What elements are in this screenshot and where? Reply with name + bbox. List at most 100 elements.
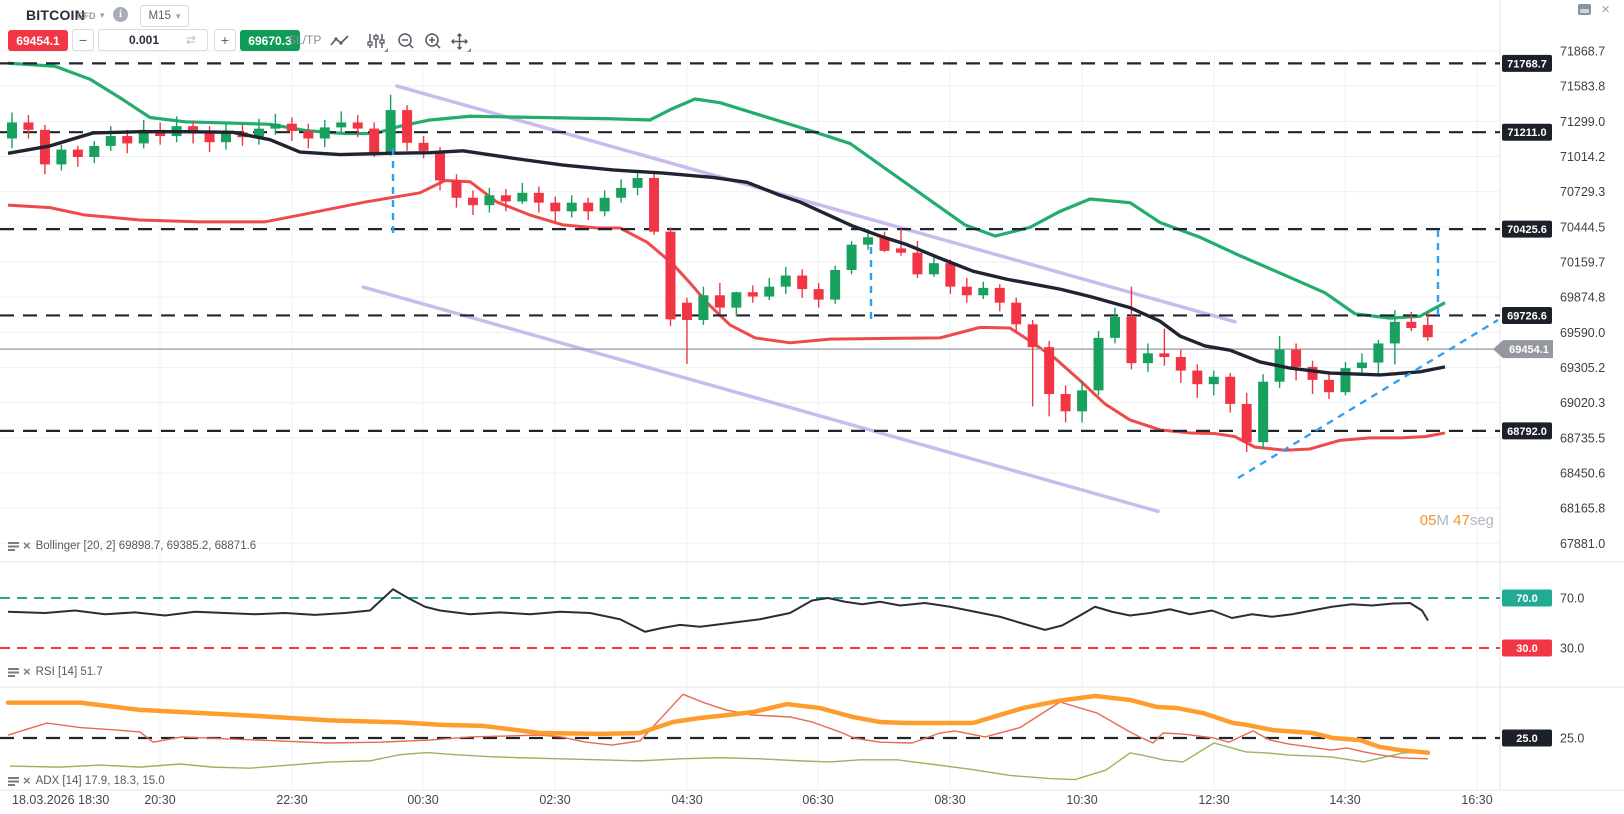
volume-input[interactable]	[98, 29, 208, 51]
svg-text:67881.0: 67881.0	[1560, 537, 1605, 551]
zoom-out-icon[interactable]	[394, 29, 418, 53]
adx-label: ADX [14] 17.9, 18.3, 15.0	[35, 775, 165, 787]
svg-text:10:30: 10:30	[1066, 793, 1097, 807]
remove-indicator-icon[interactable]: ×	[23, 664, 31, 679]
symbol-dropdown-caret[interactable]: ▾	[100, 10, 105, 20]
volume-decrease-button[interactable]: −	[72, 29, 94, 51]
refresh-icon[interactable]: ⇄	[186, 33, 197, 47]
panel-separators	[0, 0, 1624, 791]
svg-text:70425.6: 70425.6	[1507, 224, 1547, 236]
minimize-window-icon[interactable]	[1578, 4, 1592, 15]
svg-text:68450.6: 68450.6	[1560, 466, 1605, 480]
svg-text:06:30: 06:30	[802, 793, 833, 807]
svg-text:71583.8: 71583.8	[1560, 80, 1605, 94]
adx-panel	[0, 693, 1500, 781]
close-window-icon[interactable]: ×	[1601, 1, 1610, 18]
pan-dropdown-caret	[467, 48, 471, 52]
bollinger-lower-band	[7, 178, 1446, 452]
svg-text:04:30: 04:30	[671, 793, 702, 807]
timer-minutes: 05	[1419, 512, 1437, 529]
trendline-icon[interactable]	[328, 29, 352, 53]
timer-seconds: 47	[1453, 512, 1470, 529]
svg-text:69874.8: 69874.8	[1560, 291, 1605, 305]
rsi-overbought-badge: 70.0	[1502, 589, 1552, 607]
svg-text:20:30: 20:30	[144, 793, 175, 807]
sltp-link[interactable]: SL/TP	[288, 33, 322, 47]
rsi-legend: × RSI [14] 51.7	[8, 664, 103, 679]
blue-annotations	[391, 148, 1499, 480]
bollinger-middle-band	[7, 130, 1446, 377]
indicators-icon[interactable]	[364, 29, 388, 53]
chevron-down-icon: ▾	[175, 10, 181, 21]
adx-minus-di-line	[7, 693, 1429, 760]
indicators-dropdown-caret	[384, 48, 388, 52]
svg-text:70444.5: 70444.5	[1560, 220, 1605, 234]
svg-text:71299.0: 71299.0	[1560, 115, 1605, 129]
indicator-settings-icon[interactable]	[8, 667, 19, 677]
symbol-name[interactable]: BITCOIN	[26, 7, 85, 23]
svg-text:14:30: 14:30	[1329, 793, 1360, 807]
svg-text:70729.3: 70729.3	[1560, 185, 1605, 199]
price-level-badge: 69726.6	[1502, 306, 1552, 324]
indicator-settings-icon[interactable]	[8, 776, 19, 786]
rsi-label: RSI [14] 51.7	[35, 666, 103, 678]
svg-text:71014.2: 71014.2	[1560, 150, 1605, 164]
timer-m-unit: M	[1436, 512, 1454, 529]
time-axis[interactable]: 18.03.2026 18:30 20:30 22:30 00:30 02:30 04:3…	[12, 793, 1493, 807]
bollinger-bands	[7, 61, 1446, 452]
bollinger-middle	[7, 130, 1446, 377]
timeframe-select[interactable]: M15 ▾	[140, 5, 189, 27]
price-level-badge: 68792.0	[1502, 422, 1552, 440]
timeframe-value: M15	[148, 10, 171, 22]
bollinger-upper-band	[7, 61, 1446, 320]
pan-icon[interactable]	[447, 29, 471, 53]
svg-text:71768.7: 71768.7	[1507, 58, 1547, 70]
svg-text:08:30: 08:30	[934, 793, 965, 807]
svg-text:00:30: 00:30	[407, 793, 438, 807]
svg-text:18.03.2026 18:30: 18.03.2026 18:30	[12, 793, 109, 807]
svg-text:69454.1: 69454.1	[1509, 344, 1549, 356]
svg-text:68735.5: 68735.5	[1560, 431, 1605, 445]
adx-main-line	[5, 693, 1431, 756]
info-icon[interactable]: i	[113, 7, 128, 22]
svg-text:71868.7: 71868.7	[1560, 45, 1605, 59]
remove-indicator-icon[interactable]: ×	[23, 773, 31, 788]
bollinger-legend: × Bollinger [20, 2] 69898.7, 69385.2, 68…	[8, 538, 257, 553]
svg-text:70.0: 70.0	[1516, 593, 1537, 605]
sell-price-button[interactable]: 69454.1	[8, 30, 68, 51]
svg-text:12:30: 12:30	[1198, 793, 1229, 807]
svg-text:68792.0: 68792.0	[1507, 426, 1547, 438]
svg-text:69590.0: 69590.0	[1560, 326, 1605, 340]
svg-text:69305.2: 69305.2	[1560, 361, 1605, 375]
bollinger-label: Bollinger [20, 2] 69898.7, 69385.2, 6887…	[35, 540, 257, 552]
candlestick-series	[7, 94, 1433, 453]
volume-increase-button[interactable]: +	[214, 29, 236, 51]
svg-text:69726.6: 69726.6	[1507, 310, 1547, 322]
price-level-badge: 71211.0	[1502, 123, 1552, 141]
svg-text:69020.3: 69020.3	[1560, 396, 1605, 410]
adx-plus-di-line	[9, 742, 1429, 781]
adx-legend: × ADX [14] 17.9, 18.3, 15.0	[8, 773, 165, 788]
rsi-oversold-badge: 30.0	[1502, 639, 1552, 657]
candle-countdown-timer: 05M 47seg	[1420, 512, 1494, 529]
svg-text:71211.0: 71211.0	[1507, 127, 1546, 139]
indicator-settings-icon[interactable]	[8, 541, 19, 551]
zoom-in-icon[interactable]	[421, 29, 445, 53]
svg-text:30.0: 30.0	[1516, 643, 1537, 655]
svg-text:25.0: 25.0	[1516, 733, 1537, 745]
buy-price-button[interactable]: 69670.3	[240, 30, 300, 51]
remove-indicator-icon[interactable]: ×	[23, 538, 31, 553]
grid	[0, 50, 1500, 790]
price-level-badge: 70425.6	[1502, 220, 1552, 238]
price-axis[interactable]: 71868.7 71583.8 71299.0 71014.2 70729.3 70444…	[1493, 45, 1605, 747]
trend-channel	[361, 84, 1237, 514]
rsi-panel	[0, 588, 1500, 649]
current-price-badge: 69454.1	[1493, 340, 1553, 359]
svg-text:68165.8: 68165.8	[1560, 502, 1605, 516]
adx-level-badge: 25.0	[1502, 729, 1552, 747]
svg-text:16:30: 16:30	[1461, 793, 1492, 807]
svg-text:02:30: 02:30	[539, 793, 570, 807]
svg-text:70.0: 70.0	[1560, 592, 1584, 606]
